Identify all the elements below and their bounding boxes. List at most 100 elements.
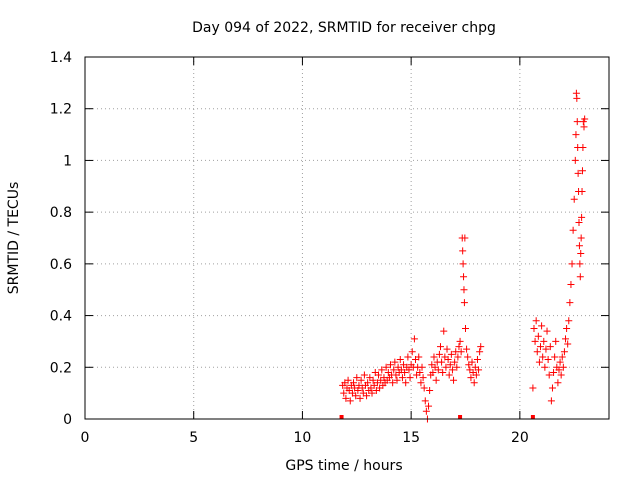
data-series-srmtid [339, 89, 589, 423]
y-tick-label: 0.8 [50, 205, 72, 221]
data-point [451, 358, 459, 366]
data-point [420, 384, 428, 392]
data-point [410, 335, 418, 343]
data-point [534, 332, 542, 340]
y-tick-label: 0.2 [50, 360, 72, 376]
x-tick-label: 0 [81, 430, 90, 446]
x-tick-label: 20 [511, 430, 529, 446]
data-point [464, 353, 472, 361]
x-tick-label: 5 [189, 430, 198, 446]
data-point [364, 379, 372, 387]
data-point [442, 363, 450, 371]
x-tick-label: 15 [402, 430, 420, 446]
y-tick-label: 0 [63, 412, 72, 428]
data-point [453, 363, 461, 371]
data-point [577, 234, 585, 242]
data-point [353, 374, 361, 382]
data-point [405, 366, 413, 374]
data-point [577, 250, 585, 258]
data-point [369, 376, 377, 384]
data-point [575, 218, 583, 226]
data-point [576, 260, 584, 268]
data-point [408, 348, 416, 356]
x-tick-labels: 0 5 10 15 20 [81, 430, 529, 446]
baseline-marker [530, 415, 535, 419]
data-point [382, 363, 390, 371]
data-point [448, 366, 456, 374]
data-point [429, 368, 437, 376]
y-tick-labels: 0 0.2 0.4 0.6 0.8 1 1.2 1.4 [50, 50, 72, 428]
data-point [563, 325, 571, 332]
data-point [560, 348, 568, 356]
data-point [344, 376, 352, 384]
data-point [415, 353, 423, 361]
data-point [460, 286, 468, 294]
data-point [562, 335, 570, 343]
data-point [418, 363, 426, 371]
data-point [404, 353, 412, 361]
data-point [426, 387, 434, 395]
data-point [566, 299, 574, 307]
data-point [461, 234, 469, 242]
data-point [421, 397, 429, 405]
data-point [460, 299, 468, 307]
data-point [551, 353, 559, 361]
data-point [573, 94, 581, 102]
data-point [342, 394, 350, 402]
data-point [544, 356, 552, 364]
y-tick-label: 1.4 [50, 50, 72, 66]
data-point [571, 156, 579, 164]
data-point [425, 402, 433, 410]
data-point [398, 374, 406, 382]
y-tick-label: 1.2 [50, 102, 72, 118]
data-point [554, 379, 562, 387]
data-point [530, 325, 538, 332]
data-point [422, 407, 430, 415]
axis-ticks [84, 56, 609, 420]
data-point [546, 343, 554, 351]
data-point [467, 374, 475, 382]
data-point [557, 371, 565, 379]
data-point [354, 387, 362, 395]
baseline-markers [339, 415, 535, 419]
data-point [357, 376, 365, 384]
data-point [459, 247, 467, 255]
data-point [579, 144, 587, 151]
data-point [360, 371, 368, 379]
data-point [537, 343, 545, 351]
data-point [346, 397, 354, 405]
data-point [542, 345, 550, 353]
data-point [450, 376, 458, 384]
data-point [401, 368, 409, 376]
data-point [473, 356, 481, 364]
data-point [575, 242, 583, 250]
grid [85, 57, 609, 419]
data-point [552, 337, 560, 345]
data-point [463, 345, 471, 353]
data-point [460, 273, 468, 281]
x-tick-label: 10 [294, 430, 312, 446]
data-point [548, 384, 556, 392]
data-point [570, 195, 578, 203]
data-point [445, 371, 453, 379]
data-point [547, 397, 555, 405]
y-tick-label: 0.4 [50, 309, 72, 325]
data-point [559, 363, 567, 371]
data-point [444, 356, 452, 364]
baseline-marker [339, 415, 344, 419]
data-point [435, 350, 443, 358]
data-point [438, 358, 446, 366]
data-point [569, 226, 577, 234]
data-point [535, 358, 543, 366]
plot-frame [84, 56, 610, 420]
data-point [574, 169, 582, 177]
data-point [402, 379, 410, 387]
data-point [457, 348, 465, 356]
data-point [580, 123, 588, 131]
data-point [419, 374, 427, 382]
baseline-marker [458, 415, 463, 419]
data-point [396, 356, 404, 364]
data-point [568, 260, 576, 268]
data-point [430, 353, 438, 361]
data-point [447, 350, 455, 358]
